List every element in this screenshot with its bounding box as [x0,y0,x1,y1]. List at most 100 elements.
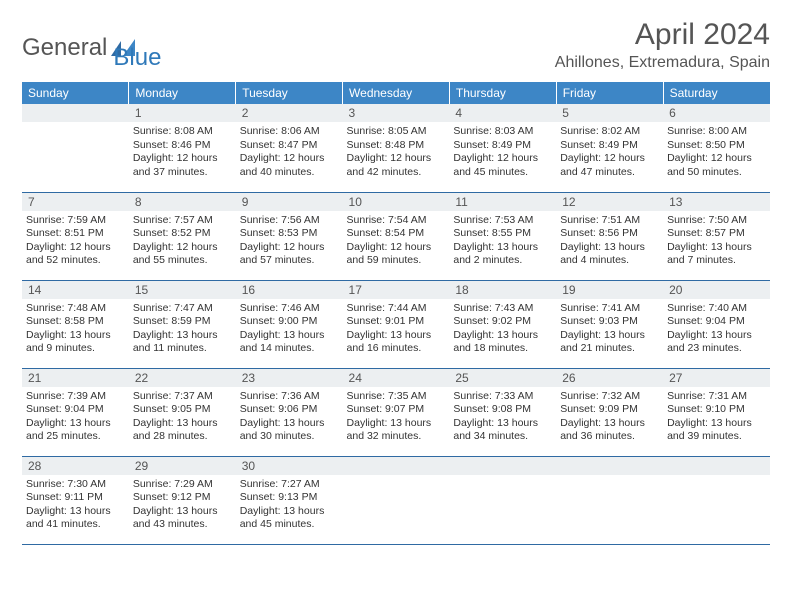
calendar-cell [449,456,556,544]
sunset-line: Sunset: 9:10 PM [667,403,764,417]
daylight-line: Daylight: 12 hours and 47 minutes. [560,152,657,179]
calendar-cell: 23Sunrise: 7:36 AMSunset: 9:06 PMDayligh… [236,368,343,456]
day-number: 24 [343,369,450,387]
calendar-cell: 30Sunrise: 7:27 AMSunset: 9:13 PMDayligh… [236,456,343,544]
sunrise-line: Sunrise: 7:59 AM [26,214,123,228]
calendar-row: 7Sunrise: 7:59 AMSunset: 8:51 PMDaylight… [22,192,770,280]
day-content: Sunrise: 7:44 AMSunset: 9:01 PMDaylight:… [343,299,450,361]
day-number: 25 [449,369,556,387]
daylight-line: Daylight: 12 hours and 37 minutes. [133,152,230,179]
sunset-line: Sunset: 8:51 PM [26,227,123,241]
daylight-line: Daylight: 13 hours and 23 minutes. [667,329,764,356]
sunrise-line: Sunrise: 7:29 AM [133,478,230,492]
calendar-row: 1Sunrise: 8:08 AMSunset: 8:46 PMDaylight… [22,104,770,192]
day-number: 29 [129,457,236,475]
sunset-line: Sunset: 8:53 PM [240,227,337,241]
calendar-cell [22,104,129,192]
sunset-line: Sunset: 8:58 PM [26,315,123,329]
weekday-header: Tuesday [236,82,343,104]
day-content: Sunrise: 7:51 AMSunset: 8:56 PMDaylight:… [556,211,663,273]
day-number: 10 [343,193,450,211]
sunset-line: Sunset: 9:04 PM [667,315,764,329]
calendar-table: SundayMondayTuesdayWednesdayThursdayFrid… [22,82,770,545]
day-number-blank [343,457,450,475]
daylight-line: Daylight: 13 hours and 28 minutes. [133,417,230,444]
daylight-line: Daylight: 13 hours and 45 minutes. [240,505,337,532]
sunrise-line: Sunrise: 8:06 AM [240,125,337,139]
day-content: Sunrise: 7:35 AMSunset: 9:07 PMDaylight:… [343,387,450,449]
day-content: Sunrise: 7:56 AMSunset: 8:53 PMDaylight:… [236,211,343,273]
sunrise-line: Sunrise: 7:57 AM [133,214,230,228]
day-content: Sunrise: 8:05 AMSunset: 8:48 PMDaylight:… [343,122,450,184]
logo-text-right: Blue [113,44,161,71]
daylight-line: Daylight: 13 hours and 9 minutes. [26,329,123,356]
sunrise-line: Sunrise: 7:32 AM [560,390,657,404]
calendar-cell [556,456,663,544]
day-number: 15 [129,281,236,299]
sunset-line: Sunset: 8:50 PM [667,139,764,153]
header: General Blue April 2024 Ahillones, Extre… [22,18,770,72]
sunrise-line: Sunrise: 7:43 AM [453,302,550,316]
sunrise-line: Sunrise: 7:50 AM [667,214,764,228]
day-content: Sunrise: 7:59 AMSunset: 8:51 PMDaylight:… [22,211,129,273]
sunrise-line: Sunrise: 8:03 AM [453,125,550,139]
sunset-line: Sunset: 9:02 PM [453,315,550,329]
sunset-line: Sunset: 8:59 PM [133,315,230,329]
sunset-line: Sunset: 9:01 PM [347,315,444,329]
sunrise-line: Sunrise: 7:36 AM [240,390,337,404]
sunset-line: Sunset: 9:12 PM [133,491,230,505]
daylight-line: Daylight: 13 hours and 11 minutes. [133,329,230,356]
calendar-cell: 14Sunrise: 7:48 AMSunset: 8:58 PMDayligh… [22,280,129,368]
day-content: Sunrise: 7:57 AMSunset: 8:52 PMDaylight:… [129,211,236,273]
calendar-cell: 5Sunrise: 8:02 AMSunset: 8:49 PMDaylight… [556,104,663,192]
day-content: Sunrise: 8:00 AMSunset: 8:50 PMDaylight:… [663,122,770,184]
day-content: Sunrise: 7:27 AMSunset: 9:13 PMDaylight:… [236,475,343,537]
weekday-header: Sunday [22,82,129,104]
sunset-line: Sunset: 9:00 PM [240,315,337,329]
sunset-line: Sunset: 8:49 PM [560,139,657,153]
day-content: Sunrise: 7:40 AMSunset: 9:04 PMDaylight:… [663,299,770,361]
day-number: 26 [556,369,663,387]
calendar-cell: 16Sunrise: 7:46 AMSunset: 9:00 PMDayligh… [236,280,343,368]
day-content: Sunrise: 7:41 AMSunset: 9:03 PMDaylight:… [556,299,663,361]
daylight-line: Daylight: 13 hours and 7 minutes. [667,241,764,268]
day-content: Sunrise: 8:08 AMSunset: 8:46 PMDaylight:… [129,122,236,184]
location-text: Ahillones, Extremadura, Spain [555,54,770,72]
sunrise-line: Sunrise: 7:56 AM [240,214,337,228]
day-content: Sunrise: 7:36 AMSunset: 9:06 PMDaylight:… [236,387,343,449]
day-content: Sunrise: 7:43 AMSunset: 9:02 PMDaylight:… [449,299,556,361]
day-number: 21 [22,369,129,387]
calendar-cell [343,456,450,544]
sunrise-line: Sunrise: 7:39 AM [26,390,123,404]
sunrise-line: Sunrise: 7:53 AM [453,214,550,228]
sunrise-line: Sunrise: 7:30 AM [26,478,123,492]
weekday-header: Monday [129,82,236,104]
day-number: 7 [22,193,129,211]
logo-text-left: General [22,34,107,62]
sunrise-line: Sunrise: 7:31 AM [667,390,764,404]
daylight-line: Daylight: 13 hours and 21 minutes. [560,329,657,356]
calendar-cell: 8Sunrise: 7:57 AMSunset: 8:52 PMDaylight… [129,192,236,280]
day-number: 9 [236,193,343,211]
sunset-line: Sunset: 8:56 PM [560,227,657,241]
calendar-cell: 3Sunrise: 8:05 AMSunset: 8:48 PMDaylight… [343,104,450,192]
sunrise-line: Sunrise: 8:00 AM [667,125,764,139]
daylight-line: Daylight: 13 hours and 4 minutes. [560,241,657,268]
sunset-line: Sunset: 9:13 PM [240,491,337,505]
day-content: Sunrise: 7:37 AMSunset: 9:05 PMDaylight:… [129,387,236,449]
calendar-cell: 19Sunrise: 7:41 AMSunset: 9:03 PMDayligh… [556,280,663,368]
sunrise-line: Sunrise: 7:33 AM [453,390,550,404]
day-content: Sunrise: 7:39 AMSunset: 9:04 PMDaylight:… [22,387,129,449]
daylight-line: Daylight: 13 hours and 43 minutes. [133,505,230,532]
calendar-cell: 25Sunrise: 7:33 AMSunset: 9:08 PMDayligh… [449,368,556,456]
daylight-line: Daylight: 13 hours and 2 minutes. [453,241,550,268]
sunset-line: Sunset: 9:09 PM [560,403,657,417]
sunrise-line: Sunrise: 8:05 AM [347,125,444,139]
day-number: 5 [556,104,663,122]
calendar-cell: 9Sunrise: 7:56 AMSunset: 8:53 PMDaylight… [236,192,343,280]
sunset-line: Sunset: 8:47 PM [240,139,337,153]
sunrise-line: Sunrise: 7:54 AM [347,214,444,228]
day-number: 2 [236,104,343,122]
daylight-line: Daylight: 12 hours and 59 minutes. [347,241,444,268]
weekday-header: Thursday [449,82,556,104]
